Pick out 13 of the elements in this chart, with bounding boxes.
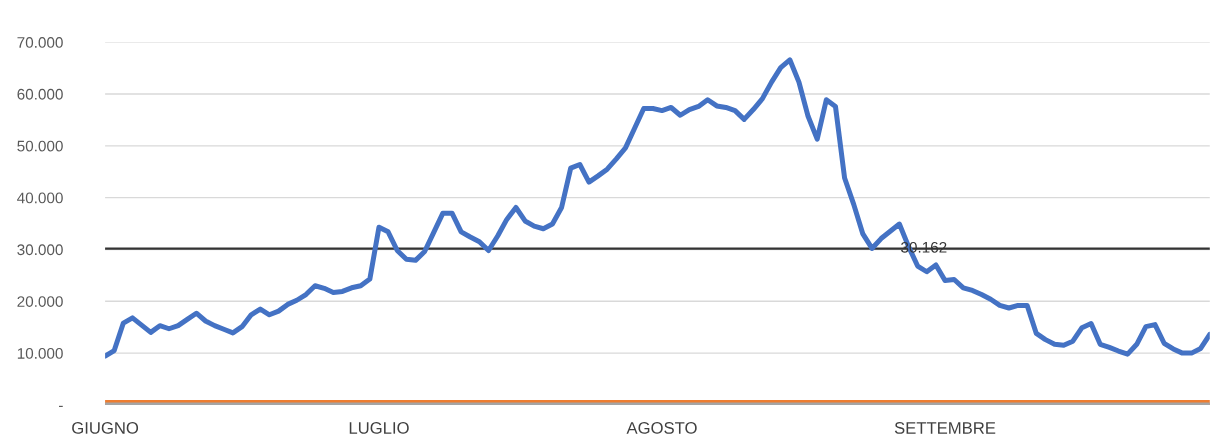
y-tick-label: 50.000 <box>17 140 63 152</box>
y-tick-label: 70.000 <box>17 37 63 48</box>
x-tick-label: GIUGNO <box>72 422 139 434</box>
x-tick-label: LUGLIO <box>349 422 409 434</box>
y-tick-label: 10.000 <box>17 347 63 359</box>
y-tick-label: 30.000 <box>17 244 63 256</box>
y-tick-label: - <box>59 405 63 407</box>
x-tick-label: SETTEMBRE <box>894 422 996 434</box>
ref-line-label: 30.162 <box>901 241 947 253</box>
y-tick-label: 40.000 <box>17 192 63 204</box>
y-tick-label: 60.000 <box>17 88 63 100</box>
y-tick-label: 20.000 <box>17 296 63 307</box>
x-tick-label: AGOSTO <box>626 422 697 434</box>
